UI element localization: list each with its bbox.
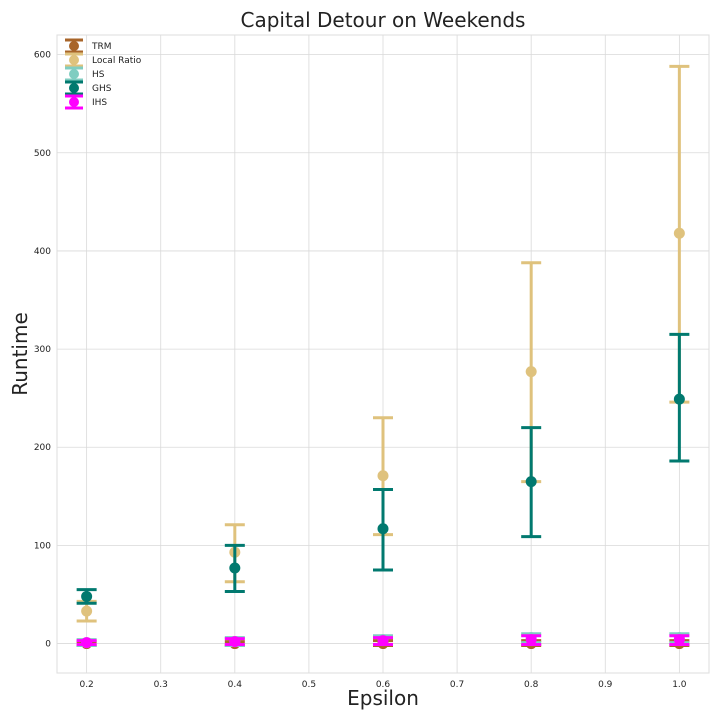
y-tick-label: 100 [34, 541, 51, 551]
y-tick-label: 200 [34, 443, 51, 453]
data-point [525, 366, 537, 378]
legend-item: TRM [65, 38, 112, 54]
axis-ticks: 0.2 0.3 0.4 0.5 0.6 0.7 0.8 0.9 1.0 0 100 200 300 400… [34, 51, 687, 690]
data-point [673, 634, 685, 646]
data-point [525, 476, 537, 488]
legend-label: Local Ratio [92, 56, 142, 66]
data-point [673, 227, 685, 239]
legend-marker-dot [69, 55, 79, 65]
x-tick-label: 0.5 [302, 680, 316, 690]
legend-label: IHS [92, 98, 107, 108]
legend-item: HS [65, 66, 105, 82]
x-tick-label: 0.4 [228, 680, 243, 690]
y-axis-label: Runtime [8, 312, 32, 396]
legend-marker-dot [69, 97, 79, 107]
y-tick-label: 500 [34, 149, 51, 159]
grid [57, 35, 709, 673]
x-tick-label: 0.6 [376, 680, 391, 690]
y-tick-label: 600 [34, 51, 51, 61]
legend-marker-dot [69, 83, 79, 93]
legend-item: GHS [65, 80, 112, 96]
x-tick-label: 0.2 [79, 680, 93, 690]
legend-label: TRM [91, 42, 112, 52]
legend-item: IHS [65, 94, 107, 110]
data-point [377, 523, 389, 535]
plot-area-frame [56, 34, 710, 674]
x-tick-label: 0.8 [524, 680, 539, 690]
legend-marker-dot [69, 69, 79, 79]
data-point [81, 590, 93, 602]
series-ihs [76, 634, 690, 649]
data-point [81, 637, 93, 649]
data-point [377, 635, 389, 647]
data-point [377, 470, 389, 482]
legend-item: Local Ratio [65, 52, 142, 68]
legend-marker-dot [69, 41, 79, 51]
data-point [673, 393, 685, 405]
data-point [229, 562, 241, 574]
x-tick-label: 0.9 [598, 680, 613, 690]
legend-label: HS [92, 70, 105, 80]
legend-label: GHS [92, 84, 112, 94]
legend: TRM Local Ratio HS GHS IHS [65, 38, 142, 110]
x-tick-label: 0.7 [450, 680, 464, 690]
x-axis-label: Epsilon [347, 686, 419, 710]
chart-title: Capital Detour on Weekends [241, 8, 526, 32]
series-group [76, 64, 690, 650]
y-tick-label: 400 [34, 247, 51, 257]
data-point [229, 636, 241, 648]
x-tick-label: 0.3 [154, 680, 168, 690]
y-tick-label: 0 [45, 640, 51, 650]
series-ghs [76, 332, 690, 605]
data-point [81, 605, 93, 617]
data-point [525, 634, 537, 646]
x-tick-label: 1.0 [672, 680, 687, 690]
y-tick-label: 300 [34, 345, 51, 355]
